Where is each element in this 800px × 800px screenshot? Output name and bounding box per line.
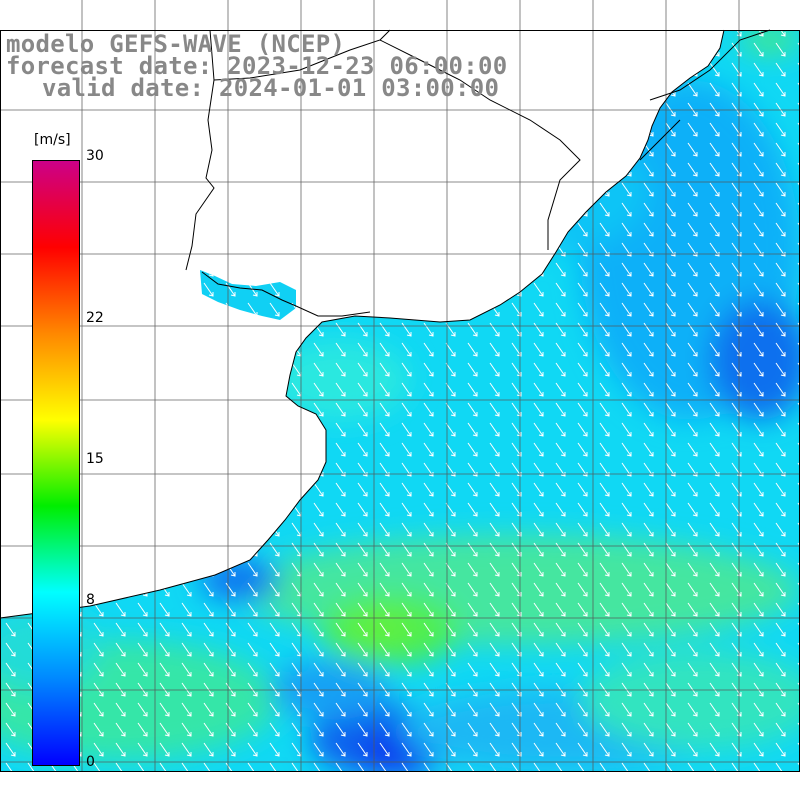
colorbar-tick-label: 15 (86, 451, 104, 467)
colorbar (32, 160, 80, 766)
colorbar-unit: [m/s] (34, 132, 71, 148)
colorbar-tick-label: 0 (86, 754, 95, 770)
lat-lon-grid (0, 0, 800, 772)
colorbar-tick-label: 22 (86, 309, 104, 326)
colorbar-tick-label: 8 (86, 592, 95, 609)
valid-date: valid date: 2024-01-01 03:00:00 (42, 74, 500, 102)
model-title: modelo GEFS-WAVE (NCEP) (6, 30, 346, 58)
forecast-date: forecast date: 2023-12-23 06:00:00 (6, 52, 508, 80)
coastline (0, 29, 771, 619)
colorbar-tick-label: 30 (86, 148, 104, 164)
